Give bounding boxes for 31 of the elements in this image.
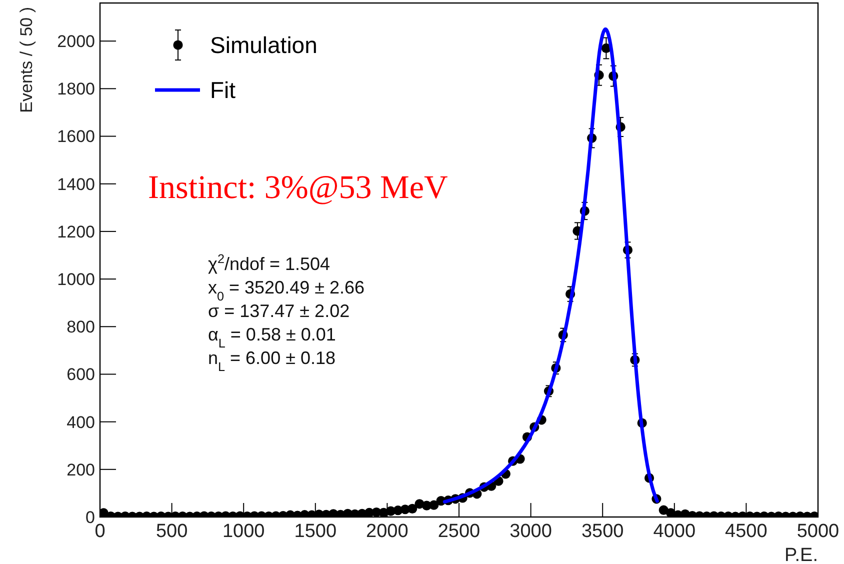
x-tick-label: 3500 xyxy=(581,521,624,542)
legend-label: Simulation xyxy=(210,32,318,58)
annotation: Instinct: 3%@53 MeV xyxy=(148,170,448,206)
y-tick-label: 1600 xyxy=(57,127,95,146)
x-tick-label: 500 xyxy=(156,521,188,542)
y-tick-label: 800 xyxy=(66,318,95,337)
annotation: χ$^{2}$/ndof = 1.504 xyxy=(208,252,330,274)
y-tick-label: 2000 xyxy=(57,32,95,52)
y-tick-label: 1400 xyxy=(57,174,95,194)
y-tick-label: 200 xyxy=(66,460,95,480)
y-tick-label: 600 xyxy=(66,365,95,384)
x-tick-label: 5000 xyxy=(796,521,840,542)
x-tick-label: 2500 xyxy=(438,521,480,542)
x-tick-label: 4500 xyxy=(725,521,768,542)
y-tick-label: 1800 xyxy=(57,80,95,99)
x-tick-label: 1000 xyxy=(222,521,265,542)
y-axis-title: Events / ( 50 ) xyxy=(17,7,36,113)
x-tick-label: 1500 xyxy=(294,521,337,542)
x-tick-label: 4000 xyxy=(653,521,696,542)
y-tick-label: 400 xyxy=(66,412,95,432)
y-tick-label: 0 xyxy=(86,508,95,527)
annotation: σ = 137.47 ± 2.02 xyxy=(208,301,350,321)
legend-label: Fit xyxy=(210,77,236,104)
x-axis-title: P.E. xyxy=(784,545,818,564)
annotation: α$_{L}$ = 0.58 ± 0.01 xyxy=(208,324,336,350)
x-tick-label: 2000 xyxy=(366,521,408,542)
y-tick-label: 1200 xyxy=(57,222,95,242)
annotation: n$_{L}$ = 6.00 ± 0.18 xyxy=(208,348,336,374)
y-tick-label: 1000 xyxy=(57,270,95,289)
x-tick-label: 3000 xyxy=(510,521,552,542)
annotation: x$_{0}$ = 3520.49 ± 2.66 xyxy=(208,278,365,304)
